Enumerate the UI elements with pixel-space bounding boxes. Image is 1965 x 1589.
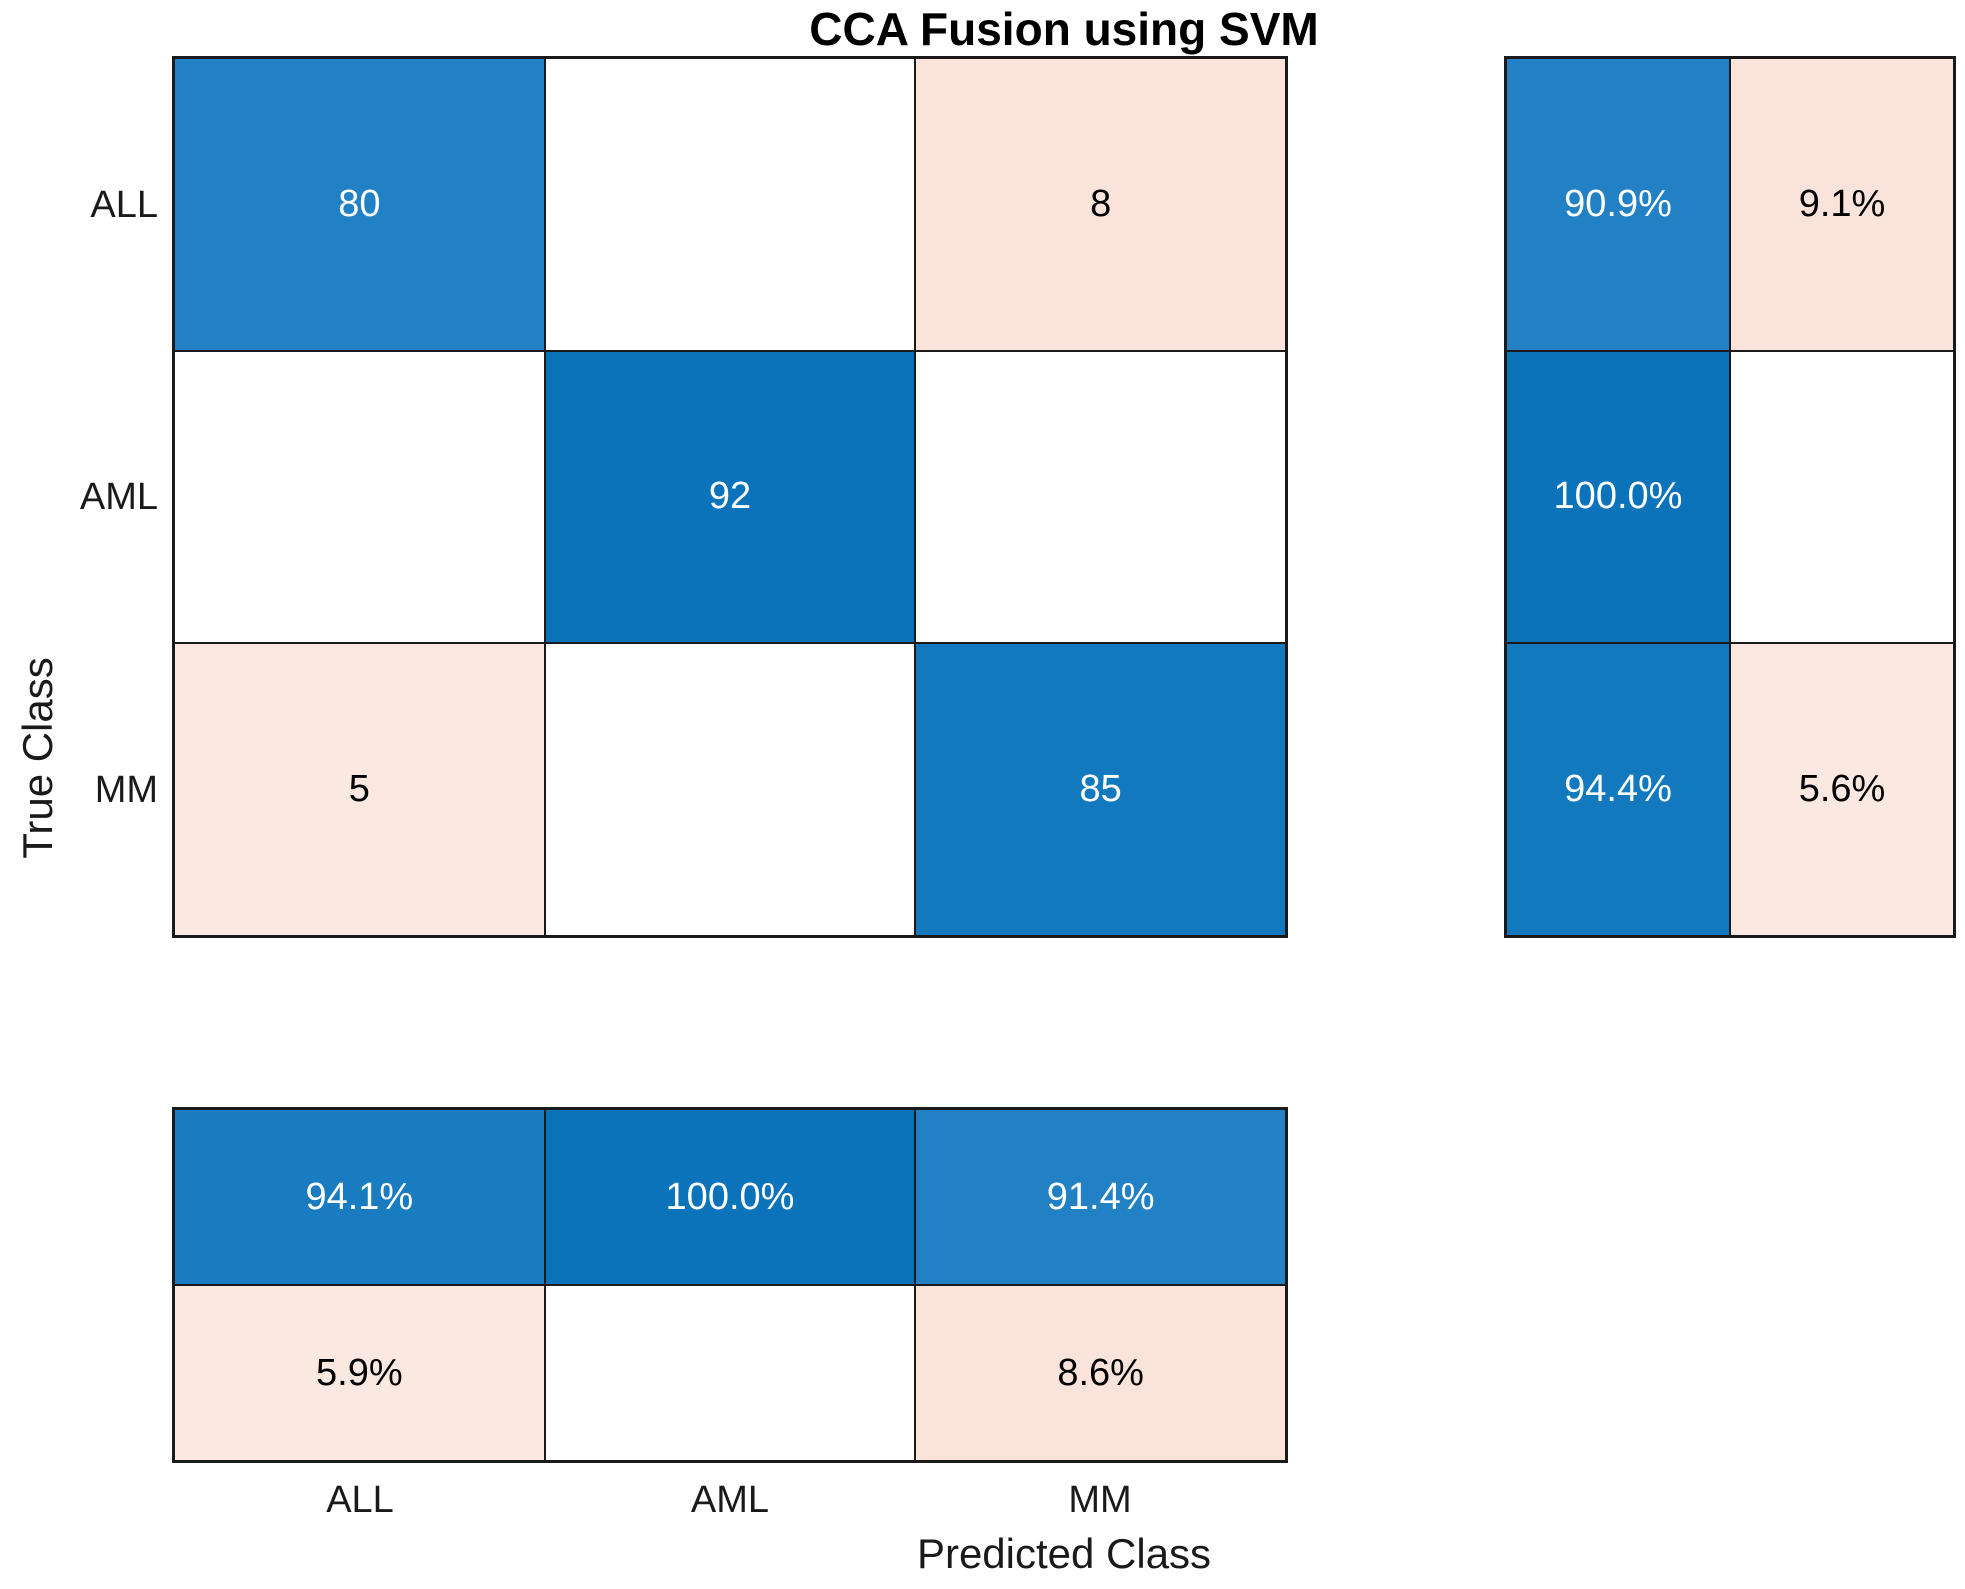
matrix-cell-mm-all: 5 [175, 644, 544, 935]
col-summary-cell-all-correct: 94.1% [175, 1110, 544, 1284]
col-summary-cell-all-incorrect: 5.9% [175, 1286, 544, 1460]
matrix-cell-aml-all [175, 351, 544, 643]
x-axis-label: Predicted Class [916, 1530, 1212, 1577]
y-tick-all: ALL [90, 184, 158, 226]
x-tick-mm: MM [1068, 1479, 1132, 1521]
row-summary-cell-mm-incorrect: 5.6% [1731, 644, 1953, 935]
matrix-cell-all-aml [545, 59, 915, 350]
row-summary-cell-all-correct: 90.9% [1507, 59, 1729, 350]
matrix-cell-aml-mm [916, 351, 1285, 643]
row-summary-cell-aml-incorrect [1731, 351, 1953, 643]
y-axis-label: True Class [14, 657, 61, 859]
row-summary-cell-all-incorrect: 9.1% [1731, 59, 1953, 350]
row-summary-matrix: 90.9% 9.1% 100.0% 94.4% 5.6% [1504, 56, 1956, 938]
chart-title: CCA Fusion using SVM [809, 3, 1319, 55]
row-summary-cell-mm-correct: 94.4% [1507, 644, 1729, 935]
matrix-cell-all-all: 80 [175, 59, 544, 350]
col-summary-cell-aml-incorrect [545, 1286, 915, 1460]
confusion-matrix-main: 80 8 92 5 85 [172, 56, 1288, 938]
matrix-cell-aml-aml: 92 [545, 351, 915, 643]
matrix-cell-mm-aml [545, 644, 915, 935]
y-tick-mm: MM [94, 769, 158, 811]
x-tick-aml: AML [690, 1479, 770, 1521]
matrix-cell-mm-mm: 85 [916, 644, 1285, 935]
y-tick-aml: AML [79, 476, 158, 518]
x-tick-all: ALL [326, 1479, 394, 1521]
col-summary-cell-mm-correct: 91.4% [916, 1110, 1285, 1284]
col-summary-cell-mm-incorrect: 8.6% [916, 1286, 1285, 1460]
col-summary-cell-aml-correct: 100.0% [545, 1110, 915, 1284]
matrix-cell-all-mm: 8 [916, 59, 1285, 350]
row-summary-cell-aml-correct: 100.0% [1507, 351, 1729, 643]
column-summary-matrix: 94.1% 100.0% 91.4% 5.9% 8.6% [172, 1107, 1288, 1463]
